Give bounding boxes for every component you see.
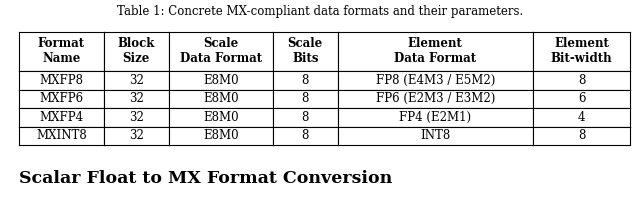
Text: E8M0: E8M0 <box>203 111 239 124</box>
Text: MXFP6: MXFP6 <box>40 92 84 105</box>
Text: 32: 32 <box>129 129 143 143</box>
Text: 8: 8 <box>301 92 309 105</box>
Text: E8M0: E8M0 <box>203 74 239 87</box>
Text: MXFP4: MXFP4 <box>40 111 84 124</box>
Text: INT8: INT8 <box>420 129 451 143</box>
Text: 32: 32 <box>129 92 143 105</box>
Text: Table 1: Concrete MX-compliant data formats and their parameters.: Table 1: Concrete MX-compliant data form… <box>117 5 523 18</box>
Text: 6: 6 <box>578 92 586 105</box>
Text: E8M0: E8M0 <box>203 129 239 143</box>
Text: 8: 8 <box>578 74 586 87</box>
Text: 32: 32 <box>129 74 143 87</box>
Text: 32: 32 <box>129 111 143 124</box>
Text: FP6 (E2M3 / E3M2): FP6 (E2M3 / E3M2) <box>376 92 495 105</box>
Text: Element
Data Format: Element Data Format <box>394 37 476 66</box>
Text: MXINT8: MXINT8 <box>36 129 87 143</box>
Text: FP8 (E4M3 / E5M2): FP8 (E4M3 / E5M2) <box>376 74 495 87</box>
Text: E8M0: E8M0 <box>203 92 239 105</box>
Text: 8: 8 <box>578 129 586 143</box>
Text: Format
Name: Format Name <box>38 37 85 66</box>
Text: 8: 8 <box>301 111 309 124</box>
Text: Element
Bit-width: Element Bit-width <box>551 37 612 66</box>
Text: 8: 8 <box>301 74 309 87</box>
Text: MXFP8: MXFP8 <box>40 74 83 87</box>
Text: 4: 4 <box>578 111 586 124</box>
Text: Scale
Data Format: Scale Data Format <box>180 37 262 66</box>
Text: FP4 (E2M1): FP4 (E2M1) <box>399 111 472 124</box>
Text: Scale
Bits: Scale Bits <box>287 37 323 66</box>
Text: Scalar Float to MX Format Conversion: Scalar Float to MX Format Conversion <box>19 170 392 187</box>
Text: 8: 8 <box>301 129 309 143</box>
Text: Block
Size: Block Size <box>118 37 155 66</box>
